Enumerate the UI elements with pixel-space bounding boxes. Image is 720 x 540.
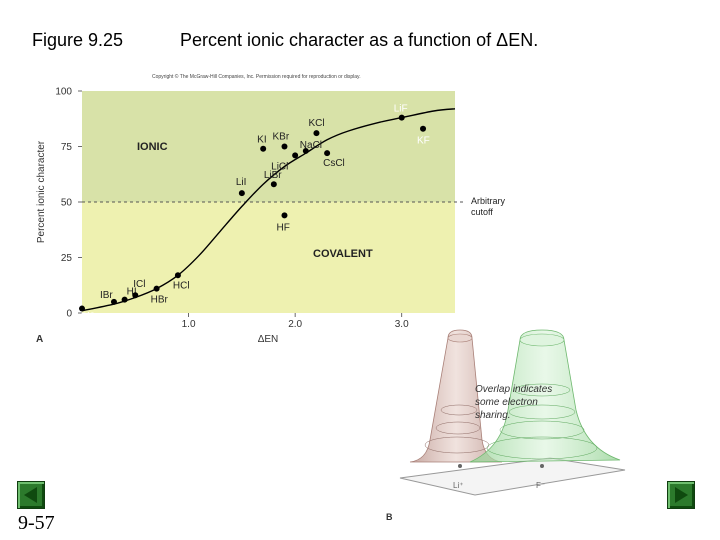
triangle-right-icon — [675, 487, 688, 503]
point-label-libr: LiBr — [264, 170, 282, 181]
point-label-nacl: NaCl — [300, 140, 322, 151]
point-icl — [132, 292, 139, 299]
point-label-lii: LiI — [236, 177, 247, 188]
point-hcl — [174, 272, 181, 279]
figure-label: Figure 9.25 — [32, 30, 124, 50]
y-tick-label-2: 50 — [61, 198, 73, 209]
slide-title: Percent ionic character as a function of… — [180, 30, 539, 50]
overlap-annotation-line1: Overlap indicates — [475, 384, 552, 395]
panel-b-label: B — [386, 512, 393, 522]
previous-slide-button[interactable] — [17, 481, 45, 509]
y-tick-label-0: 0 — [66, 309, 72, 320]
cutoff-label-line2: cutoff — [471, 207, 493, 217]
point-label-icl: ICl — [133, 279, 145, 290]
slide-number: 9-57 — [18, 512, 55, 534]
x-tick-label-2: 3.0 — [395, 319, 409, 330]
y-tick-label-4: 100 — [55, 87, 72, 98]
ionic-region-label: IONIC — [137, 141, 168, 153]
base-plane — [399, 457, 626, 496]
point-licl — [292, 152, 299, 159]
point-kbr — [281, 143, 288, 150]
copyright-notice: Copyright © The McGraw-Hill Companies, I… — [152, 74, 361, 80]
point-label-hf: HF — [276, 222, 289, 233]
li-ion-label: Li⁺ — [453, 481, 463, 490]
f-nucleus — [540, 464, 544, 468]
overlap-annotation-line3: sharing. — [475, 410, 511, 421]
point-lif — [398, 114, 405, 121]
point-label-cscl: CsCl — [323, 158, 345, 169]
overlap-annotation-line2: some electron — [475, 397, 538, 408]
point-cl2 — [79, 305, 85, 312]
chart-axes: 0 25 50 75 100 1.0 2.0 3.0 — [55, 87, 409, 331]
point-hf — [281, 212, 288, 219]
x-tick-label-1: 2.0 — [288, 319, 302, 330]
point-ki — [260, 145, 267, 152]
point-nacl — [302, 147, 309, 154]
point-label-hbr: HBr — [151, 295, 169, 306]
y-tick-label-1: 25 — [61, 253, 73, 264]
ionic-character-curve — [81, 108, 456, 312]
orbital-overlap-illustration: Overlap indicates some electron sharing.… — [386, 329, 626, 522]
x-tick-label-0: 1.0 — [182, 319, 196, 330]
point-label-lif: LiF — [394, 104, 408, 115]
li-nucleus — [458, 464, 462, 468]
x-axis-label: ΔEN — [258, 334, 279, 345]
point-kcl — [313, 130, 320, 137]
f-ion-cone — [469, 329, 621, 463]
point-label-kf: KF — [417, 136, 430, 147]
point-label-ibr: IBr — [100, 290, 113, 301]
panel-a-label: A — [36, 334, 43, 345]
cutoff-label-line1: Arbitrary — [471, 196, 506, 206]
point-hi — [121, 296, 128, 303]
point-label-hcl: HCl — [173, 280, 190, 291]
covalent-region-label: COVALENT — [313, 248, 373, 260]
ionic-region — [82, 91, 455, 202]
point-ibr — [110, 298, 117, 305]
point-kf — [420, 125, 427, 132]
triangle-left-icon — [24, 487, 37, 503]
point-hbr — [153, 285, 160, 292]
li-ion-cone — [409, 329, 503, 463]
point-label-kcl: KCl — [308, 118, 324, 129]
f-ion-label: F⁻ — [536, 481, 545, 490]
point-libr — [270, 181, 277, 188]
point-label-hi: HI — [127, 287, 137, 298]
y-tick-label-3: 75 — [61, 142, 73, 153]
point-cscl — [324, 150, 331, 157]
point-label-kbr: KBr — [272, 132, 289, 143]
point-lii — [238, 190, 245, 197]
y-axis-label: Percent ionic character — [36, 140, 47, 243]
point-label-cl2: Cl2 — [80, 312, 95, 323]
point-label-ki: KI — [257, 135, 266, 146]
point-label-licl: LiCl — [271, 161, 288, 172]
next-slide-button[interactable] — [667, 481, 695, 509]
